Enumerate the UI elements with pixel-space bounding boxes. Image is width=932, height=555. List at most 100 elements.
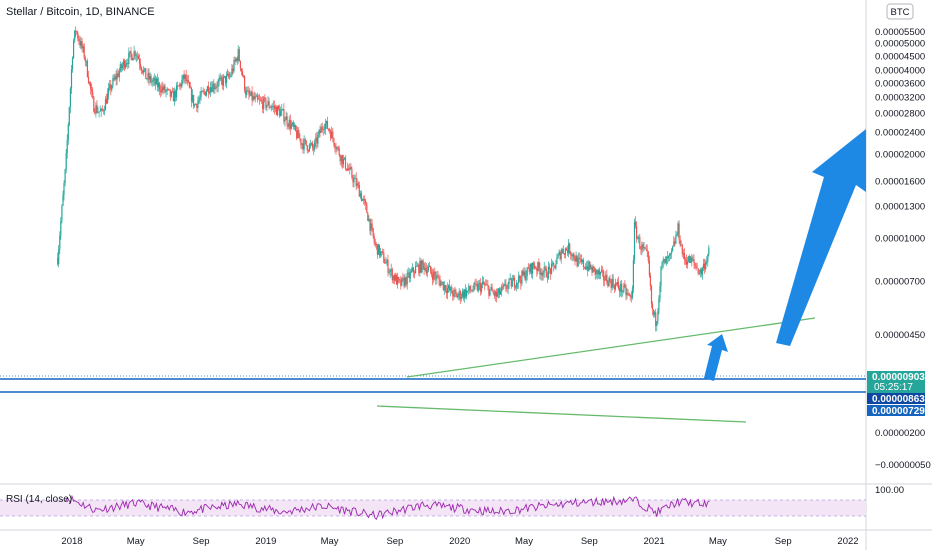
- candle-body: [544, 267, 546, 269]
- candle-body: [657, 311, 659, 322]
- currency-button-label[interactable]: BTC: [891, 7, 910, 18]
- candle-body: [253, 96, 255, 100]
- candle-body: [167, 88, 169, 90]
- candle-body: [664, 259, 666, 264]
- candle-body: [477, 284, 479, 291]
- candle-body: [426, 270, 428, 274]
- candle-body: [574, 258, 576, 262]
- candle-body: [677, 223, 679, 234]
- time-axis[interactable]: 2018 May Sep 2019 May Sep 2020 May Sep 2021 May Sep…: [61, 536, 858, 547]
- candle-body: [92, 91, 94, 98]
- candle-body: [80, 41, 82, 46]
- candle-body: [665, 256, 667, 264]
- currency-button[interactable]: BTC: [886, 3, 914, 20]
- candle-body: [526, 267, 528, 276]
- candle-body: [472, 289, 474, 291]
- candle-body: [238, 49, 240, 61]
- candle-body: [533, 263, 535, 267]
- candle-body: [175, 91, 177, 98]
- candle-body: [596, 270, 598, 274]
- candle-body: [118, 71, 120, 77]
- price-pane[interactable]: [0, 0, 866, 482]
- candle-body: [289, 119, 291, 129]
- candle-body: [213, 83, 215, 89]
- candle-body: [206, 86, 208, 92]
- candle-body: [115, 76, 117, 80]
- candle-body: [134, 51, 136, 57]
- candle-body: [182, 74, 184, 80]
- candle-body: [73, 40, 75, 58]
- candle-body: [641, 244, 643, 250]
- candle-body: [278, 106, 280, 109]
- candle-body: [667, 256, 670, 258]
- currency-button-frame[interactable]: [886, 3, 914, 20]
- candle-body: [257, 98, 259, 100]
- candle-body: [306, 145, 308, 151]
- candle-body: [280, 111, 282, 117]
- candle-body: [649, 275, 651, 287]
- candle-body: [168, 89, 170, 90]
- candle-body: [653, 309, 655, 315]
- rsi-label: RSI (14, close): [6, 494, 72, 505]
- candle-body: [309, 144, 312, 146]
- candle-body: [377, 244, 380, 255]
- candle-body: [125, 64, 127, 68]
- candle-body: [402, 277, 404, 279]
- candle-body: [421, 260, 423, 273]
- candle-body: [108, 88, 110, 94]
- candle-body: [233, 60, 235, 72]
- candle-body: [648, 260, 650, 276]
- candle-body: [568, 243, 570, 254]
- candle-body: [540, 272, 542, 275]
- candle-body: [452, 293, 454, 297]
- candle-body: [308, 144, 310, 151]
- candle-body: [639, 237, 641, 249]
- candle-body: [301, 143, 303, 145]
- countdown-label: 05:25:17: [874, 382, 913, 393]
- candle-body: [146, 78, 148, 80]
- channel-upper-line: [406, 317, 816, 378]
- candle-body: [610, 281, 612, 288]
- candle-body: [292, 122, 295, 127]
- candle-body: [260, 99, 262, 101]
- candle-body: [348, 168, 350, 171]
- candle-body: [195, 104, 197, 105]
- candle-body: [525, 275, 527, 280]
- candle-body: [293, 125, 296, 127]
- candle-body: [621, 283, 623, 293]
- candle-body: [97, 111, 99, 113]
- candle-body: [407, 272, 409, 274]
- candle-body: [571, 254, 573, 257]
- candle-body: [244, 76, 246, 91]
- candle-body: [57, 257, 59, 265]
- candle-body: [494, 291, 496, 296]
- candle-body: [327, 128, 330, 130]
- candle-body: [76, 31, 78, 33]
- candle-body: [536, 268, 538, 271]
- candle-body: [240, 68, 242, 72]
- candle-body: [519, 275, 521, 280]
- candle-body: [701, 268, 704, 275]
- candle-body: [364, 199, 366, 202]
- candle-body: [440, 282, 442, 286]
- candle-body: [165, 90, 167, 92]
- candle-body: [605, 274, 607, 281]
- candle-body: [282, 109, 284, 110]
- candle-body: [256, 95, 258, 99]
- candle-body: [283, 109, 285, 122]
- candle-body: [333, 138, 335, 145]
- candle-body: [286, 116, 288, 125]
- candle-body: [385, 262, 387, 264]
- x-tick-label: Sep: [386, 536, 403, 547]
- candle-body: [415, 265, 417, 274]
- candle-body: [405, 277, 407, 285]
- candle-body: [381, 251, 383, 253]
- candle-body: [681, 244, 683, 255]
- candle-body: [521, 271, 523, 284]
- candle-body: [419, 261, 421, 274]
- candle-body: [152, 80, 154, 82]
- x-tick-label: 2018: [61, 536, 82, 547]
- candle-body: [132, 58, 134, 61]
